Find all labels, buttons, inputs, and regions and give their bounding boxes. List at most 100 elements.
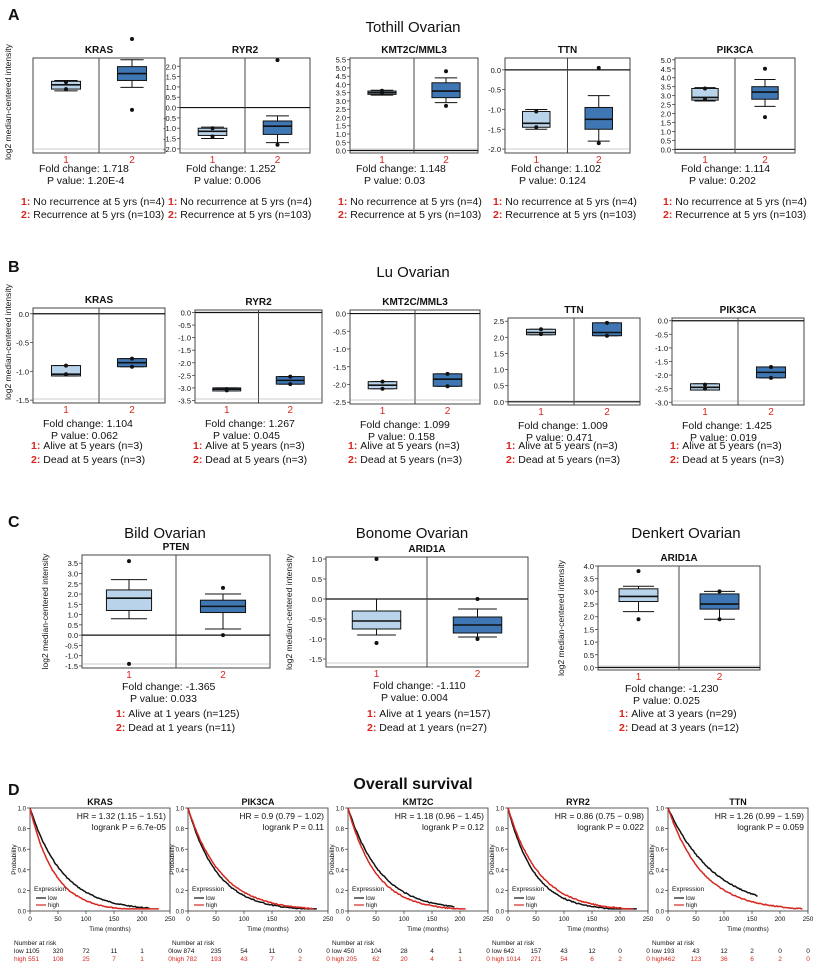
- box: [699, 593, 740, 610]
- survival-curve-low: [347, 807, 455, 908]
- y-axis-label: Probability: [169, 844, 176, 875]
- data-point: [210, 134, 215, 139]
- y-tick-label: -2.0: [333, 380, 346, 389]
- legend-entry: 1: Alive at 3 years (n=29): [619, 708, 737, 720]
- risk-label: Number at risk: [652, 940, 695, 947]
- risk-count: 0: [618, 948, 622, 955]
- box: [262, 120, 293, 135]
- p-value: P value: 0.471: [526, 432, 593, 444]
- risk-count: 0: [486, 956, 490, 963]
- box-chart: 5.55.04.54.03.53.02.52.01.51.00.50.0 1 2 KM…: [336, 45, 479, 187]
- risk-count: 4: [430, 948, 434, 955]
- group-number: 2: [443, 155, 449, 166]
- p-value: P value: 0.033: [130, 693, 197, 705]
- risk-count: 0: [778, 948, 782, 955]
- legend-entry: 2: Dead at 5 years (n=3): [670, 454, 784, 466]
- risk-count: 28: [400, 948, 408, 955]
- x-tick-label: 250: [483, 916, 494, 923]
- risk-count: high 1014: [492, 956, 521, 963]
- legend-entry: 1: No recurrence at 5 yrs (n=4): [663, 196, 807, 208]
- legend-text: Dead at 5 years (n=3): [682, 454, 784, 466]
- x-tick-label: 150: [109, 916, 120, 923]
- group-number: 2: [287, 405, 293, 416]
- box-chart: 5.04.54.03.53.02.52.01.51.00.50.0 1 2 PIK3C…: [661, 45, 796, 187]
- fold-change: Fold change: 1.114: [681, 163, 770, 175]
- risk-count: 0: [646, 956, 650, 963]
- survival-curve-low: [187, 807, 317, 910]
- plot-frame: [667, 807, 809, 912]
- y-tick-label: 1.5: [584, 625, 594, 634]
- legend-entry: 1: Alive at 5 years (n=3): [348, 440, 460, 452]
- box: [431, 82, 461, 99]
- y-tick-label: 0.2: [336, 889, 345, 895]
- y-tick-label: -1.0: [309, 635, 322, 644]
- legend-low: low: [526, 896, 536, 902]
- group-number: 2: [604, 407, 610, 418]
- survival-curve-low: [29, 807, 150, 910]
- data-point: [534, 109, 539, 114]
- y-tick-label: 1.0: [176, 807, 185, 813]
- group-number: 1: [380, 406, 386, 417]
- y-tick-label: 0.6: [656, 848, 665, 854]
- risk-count: 1: [140, 956, 144, 963]
- legend-text: Dead at 3 years (n=12): [631, 722, 739, 734]
- gene-name: KRAS: [85, 45, 114, 56]
- x-tick-label: 100: [239, 916, 250, 923]
- legend-title: Expression: [672, 886, 705, 893]
- data-point: [380, 379, 385, 384]
- y-axis-label: Probability: [649, 844, 656, 875]
- legend-text: No recurrence at 5 yrs (n=4): [350, 196, 482, 208]
- gene-name: RYR2: [245, 297, 272, 308]
- y-tick-label: 0.5: [312, 575, 322, 584]
- data-point: [445, 371, 450, 376]
- legend-entry: 2: Dead at 5 years (n=3): [193, 454, 307, 466]
- data-point: [288, 382, 293, 387]
- legend-text: Alive at 5 years (n=3): [360, 440, 460, 452]
- data-point: [130, 37, 134, 41]
- y-tick-label: 0.2: [18, 889, 27, 895]
- y-tick-label: -1.0: [333, 345, 346, 354]
- risk-count: 36: [720, 956, 728, 963]
- y-tick-label: 0.0: [661, 145, 671, 154]
- y-tick-label: 0.5: [68, 621, 78, 630]
- y-tick-label: -1.5: [178, 346, 191, 355]
- legend-text: Dead at 5 years (n=3): [360, 454, 462, 466]
- data-point: [127, 559, 131, 564]
- data-point: [605, 333, 609, 338]
- y-tick-label: -0.5: [178, 321, 191, 330]
- legend-number: 1:: [493, 196, 505, 208]
- y-tick-label: 0.0: [336, 147, 346, 156]
- fold-change: Fold change: -1.230: [625, 683, 719, 695]
- y-tick-label: 1.0: [656, 807, 665, 813]
- gene-name: TTN: [564, 305, 583, 316]
- x-tick-label: 250: [643, 916, 654, 923]
- risk-count: 0: [326, 948, 330, 955]
- y-tick-label: -3.0: [178, 384, 191, 393]
- data-point: [64, 87, 68, 92]
- x-axis-label: Time (months): [727, 926, 769, 933]
- x-tick-label: 0: [28, 916, 32, 923]
- box-chart: 4.0 3.5 3.0 2.5 2.0 1.5 1.0 0.5 0.0 1 2 ARID1A Fold …: [584, 553, 761, 707]
- risk-count: 12: [588, 948, 596, 955]
- p-value: P value: 0.158: [368, 431, 435, 443]
- data-point: [539, 332, 543, 337]
- data-point: [374, 557, 379, 561]
- x-tick-label: 0: [666, 916, 670, 923]
- data-point: [444, 69, 448, 74]
- y-tick-label: 4.0: [661, 74, 671, 83]
- x-tick-label: 200: [775, 916, 786, 923]
- p-value: P value: 0.004: [381, 692, 448, 704]
- y-tick-label: 2.0: [661, 110, 671, 119]
- y-tick-label: 1.0: [336, 130, 346, 139]
- x-axis-label: Time (months): [247, 926, 289, 933]
- data-point: [636, 617, 641, 622]
- y-tick-label: -2.0: [163, 145, 176, 154]
- panel-title: Lu Ovarian: [376, 264, 449, 281]
- y-axis-label: log2 median-centered intensity: [40, 553, 50, 670]
- y-tick-label: -0.5: [163, 114, 176, 123]
- data-point: [717, 589, 722, 594]
- data-point: [475, 637, 480, 641]
- y-tick-label: -2.0: [488, 145, 501, 154]
- y-tick-label: -0.5: [16, 339, 29, 348]
